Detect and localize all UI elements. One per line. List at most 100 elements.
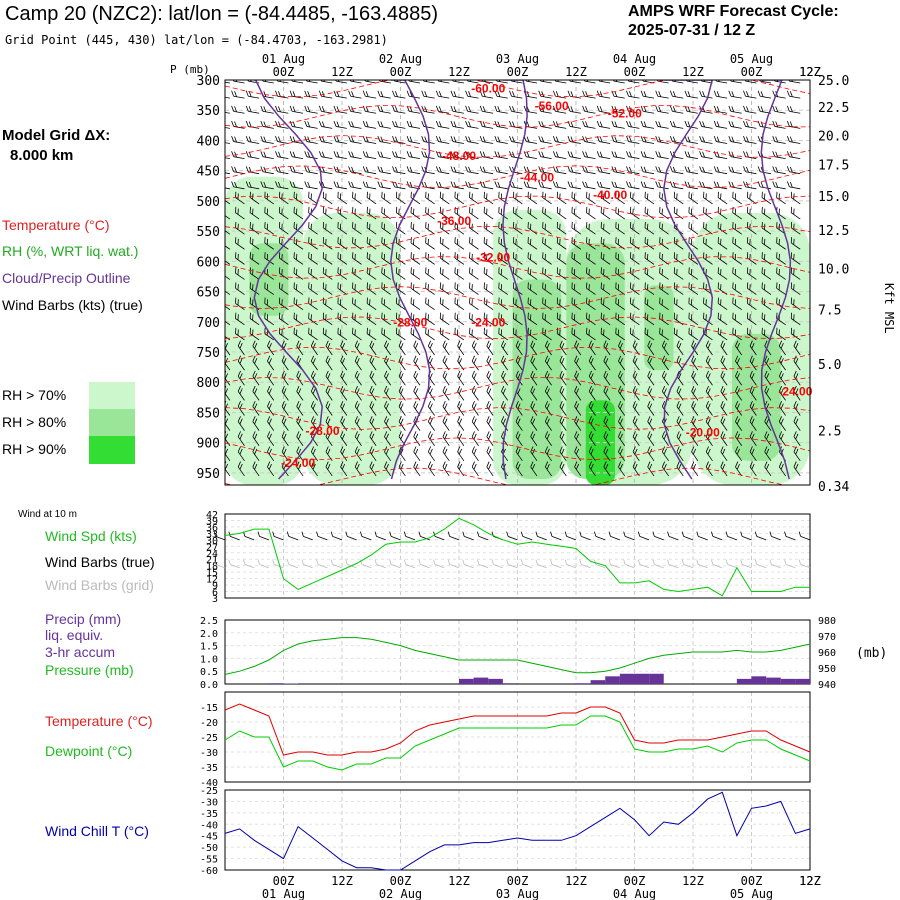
wind-barb <box>486 355 494 371</box>
wind-barb <box>340 431 348 446</box>
top-day-label: 04 Aug <box>613 52 656 66</box>
temperature-contour <box>225 105 810 128</box>
wind-barb <box>454 282 465 295</box>
wind-barb <box>293 327 304 341</box>
precip-bar <box>283 683 299 684</box>
wind-barb <box>486 340 494 356</box>
wind-barb <box>527 282 538 295</box>
windchill-panel-ytick-label: -60 <box>200 866 218 877</box>
windchill-panel-ytick-label: -45 <box>200 832 218 843</box>
wind-barb <box>318 120 333 129</box>
precip-bar <box>751 676 767 684</box>
wind-barb <box>632 431 640 446</box>
temperature-contour <box>225 256 810 279</box>
legend-cloud: Cloud/Precip Outline <box>2 270 131 286</box>
wind-barb <box>556 252 567 265</box>
wind-barb <box>362 80 377 84</box>
wind-barb <box>352 327 362 341</box>
wind-barb <box>790 282 801 295</box>
wind-barb <box>626 120 640 129</box>
wind-barb <box>600 327 611 341</box>
wind-barb <box>713 135 728 144</box>
wind-barb <box>790 237 801 250</box>
wind-barb <box>486 446 494 462</box>
wind-barb-grid <box>389 559 401 569</box>
wind-barb <box>235 297 245 311</box>
wind-barb <box>494 90 508 99</box>
wind-barb <box>237 340 245 356</box>
wind-barb <box>603 446 611 462</box>
wind-barb <box>735 416 743 431</box>
wind-barb <box>720 340 728 356</box>
wind-barb <box>582 120 596 129</box>
wind-barb <box>640 90 655 99</box>
wind-barb <box>655 151 669 159</box>
wind-barb <box>237 431 245 446</box>
wind-barb <box>618 355 626 371</box>
wind-barb <box>527 237 538 250</box>
wind-barb <box>691 400 699 416</box>
wind-barb <box>544 355 552 371</box>
wind-barb <box>225 385 231 401</box>
temperature-contour-label: -32.00 <box>476 250 510 264</box>
wind-barb <box>600 297 611 311</box>
wind-barb <box>354 370 362 386</box>
wind-barb-10m <box>330 531 343 541</box>
wind-barb <box>439 327 450 341</box>
wind-barb <box>556 297 567 311</box>
wind-barb <box>538 151 552 159</box>
temperature-contour-label: -36.00 <box>437 214 471 228</box>
wind-barb <box>465 166 479 175</box>
wind-barb <box>705 416 713 431</box>
temperature-contour <box>225 346 810 370</box>
wind-barb <box>776 282 786 295</box>
wind-barb <box>293 252 304 265</box>
wind-barb <box>655 80 669 84</box>
wind-barb <box>337 312 348 326</box>
cloud-outline <box>502 80 528 480</box>
wind-barb <box>615 237 625 250</box>
wind-barb <box>720 385 728 401</box>
wind-barb <box>772 181 786 190</box>
rh-region-0 <box>225 176 303 485</box>
wind-barb <box>483 206 494 220</box>
wind-barb <box>260 151 274 159</box>
wind-barb <box>340 370 348 386</box>
wind-barb <box>673 312 684 326</box>
wind-barb <box>267 340 275 356</box>
wind-barb <box>732 267 742 280</box>
height-tick-label: 20.0 <box>818 130 849 145</box>
wind-barb <box>439 237 450 250</box>
wind-barb-10m <box>784 531 796 541</box>
windchill-panel-ytick-label: -25 <box>200 786 218 797</box>
wind-barb <box>691 385 699 401</box>
wind-barb <box>574 461 582 477</box>
wind-barb <box>647 385 655 401</box>
wind-barb <box>293 312 304 326</box>
wind-barb-grid <box>667 559 679 569</box>
wind-barb-grid <box>564 559 577 569</box>
wind-barb <box>786 135 801 144</box>
wind-barb <box>304 90 318 99</box>
top-day-label: 01 Aug <box>262 52 305 66</box>
precip-bar <box>473 677 489 684</box>
wind-barb <box>410 267 421 280</box>
wind-barb <box>245 151 260 159</box>
precip-bar <box>619 673 635 684</box>
wind-barb <box>629 221 640 235</box>
wind-barb <box>644 252 655 265</box>
wind-barb <box>479 181 494 190</box>
wind-barb <box>556 206 567 220</box>
precip-panel-right-tick-label: 950 <box>818 664 836 675</box>
wind-barb <box>249 206 260 220</box>
wind-barb <box>398 385 406 401</box>
wind-barb <box>225 461 231 477</box>
wind-barb <box>776 297 786 311</box>
wind-barb <box>252 461 260 477</box>
wind-barb <box>618 461 626 477</box>
wind-barb <box>425 252 435 265</box>
wind-barb <box>749 416 757 431</box>
wind-barb <box>793 431 801 446</box>
wind-barb <box>632 355 640 371</box>
